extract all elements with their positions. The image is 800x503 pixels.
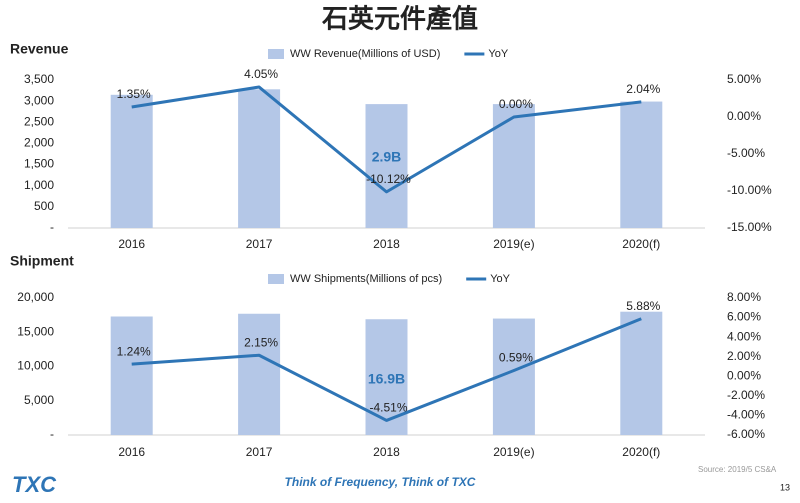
x-tick-label: 2020(f) <box>622 237 660 251</box>
x-tick-label: 2020(f) <box>622 445 660 459</box>
data-label: 0.59% <box>499 351 533 365</box>
legend-label: YoY <box>488 48 508 60</box>
y2-tick-label: 2.00% <box>727 349 761 363</box>
x-tick-label: 2017 <box>246 237 273 251</box>
slide-title: 石英元件產值 <box>321 4 478 35</box>
bar <box>238 313 281 435</box>
x-tick-label: 2017 <box>246 445 273 459</box>
data-label: -10.12% <box>366 172 411 186</box>
annotation: 16.9B <box>368 371 405 387</box>
data-label: 2.15% <box>244 335 278 349</box>
annotation: 2.9B <box>372 149 402 165</box>
y2-tick-label: 0.00% <box>727 368 761 382</box>
bar <box>110 316 153 435</box>
y-tick-label: 10,000 <box>17 359 54 373</box>
y-tick-label: - <box>50 220 54 234</box>
y2-tick-label: -15.00% <box>727 220 772 234</box>
chart-title: Shipment <box>10 253 74 269</box>
data-label: 1.35% <box>117 87 151 101</box>
source: Source: 2019/5 CS&A <box>698 465 777 474</box>
y2-tick-label: 0.00% <box>727 109 761 123</box>
bar <box>365 104 408 228</box>
y2-tick-label: 4.00% <box>727 329 761 343</box>
bar <box>492 104 535 228</box>
y2-tick-label: -2.00% <box>727 388 765 402</box>
y-tick-label: 20,000 <box>17 290 54 304</box>
x-tick-label: 2016 <box>118 445 145 459</box>
y-tick-label: 3,000 <box>24 93 54 107</box>
bar <box>620 101 663 228</box>
bar <box>110 94 153 228</box>
y2-tick-label: 6.00% <box>727 310 761 324</box>
y-tick-label: 15,000 <box>17 324 54 338</box>
tagline: Think of Frequency, Think of TXC <box>285 475 476 489</box>
y2-tick-label: -6.00% <box>727 427 765 441</box>
x-tick-label: 2019(e) <box>493 445 534 459</box>
x-tick-label: 2019(e) <box>493 237 534 251</box>
y2-tick-label: -5.00% <box>727 146 765 160</box>
data-label: 4.05% <box>244 67 278 81</box>
y-tick-label: 1,000 <box>24 178 54 192</box>
y-tick-label: - <box>50 427 54 441</box>
data-label: 1.24% <box>117 344 151 358</box>
y-tick-label: 2,500 <box>24 114 54 128</box>
y2-tick-label: 5.00% <box>727 72 761 86</box>
y-tick-label: 5,000 <box>24 393 54 407</box>
bar <box>620 311 663 435</box>
legend-label: WW Shipments(Millions of pcs) <box>290 273 442 285</box>
x-tick-label: 2018 <box>373 445 400 459</box>
y2-tick-label: -10.00% <box>727 183 772 197</box>
chart-title: Revenue <box>10 41 69 57</box>
y-tick-label: 500 <box>34 199 54 213</box>
yoy-line <box>131 85 642 194</box>
y2-tick-label: 8.00% <box>727 290 761 304</box>
y-tick-label: 2,000 <box>24 136 54 150</box>
legend-swatch <box>268 274 284 284</box>
x-tick-label: 2018 <box>373 237 400 251</box>
data-label: -4.51% <box>369 401 407 415</box>
legend-swatch <box>268 49 284 59</box>
x-tick-label: 2016 <box>118 237 145 251</box>
y-tick-label: 3,500 <box>24 72 54 86</box>
legend-label: YoY <box>490 273 510 285</box>
legend-label: WW Revenue(Millions of USD) <box>290 48 440 60</box>
page-number: 13 <box>780 482 790 492</box>
data-label: 2.04% <box>626 82 660 96</box>
y-tick-label: 1,500 <box>24 157 54 171</box>
data-label: 0.00% <box>499 97 533 111</box>
data-label: 5.88% <box>626 299 660 313</box>
bar <box>238 89 281 228</box>
logo: TXC <box>12 472 57 497</box>
y2-tick-label: -4.00% <box>727 408 765 422</box>
yoy-line <box>131 317 642 422</box>
